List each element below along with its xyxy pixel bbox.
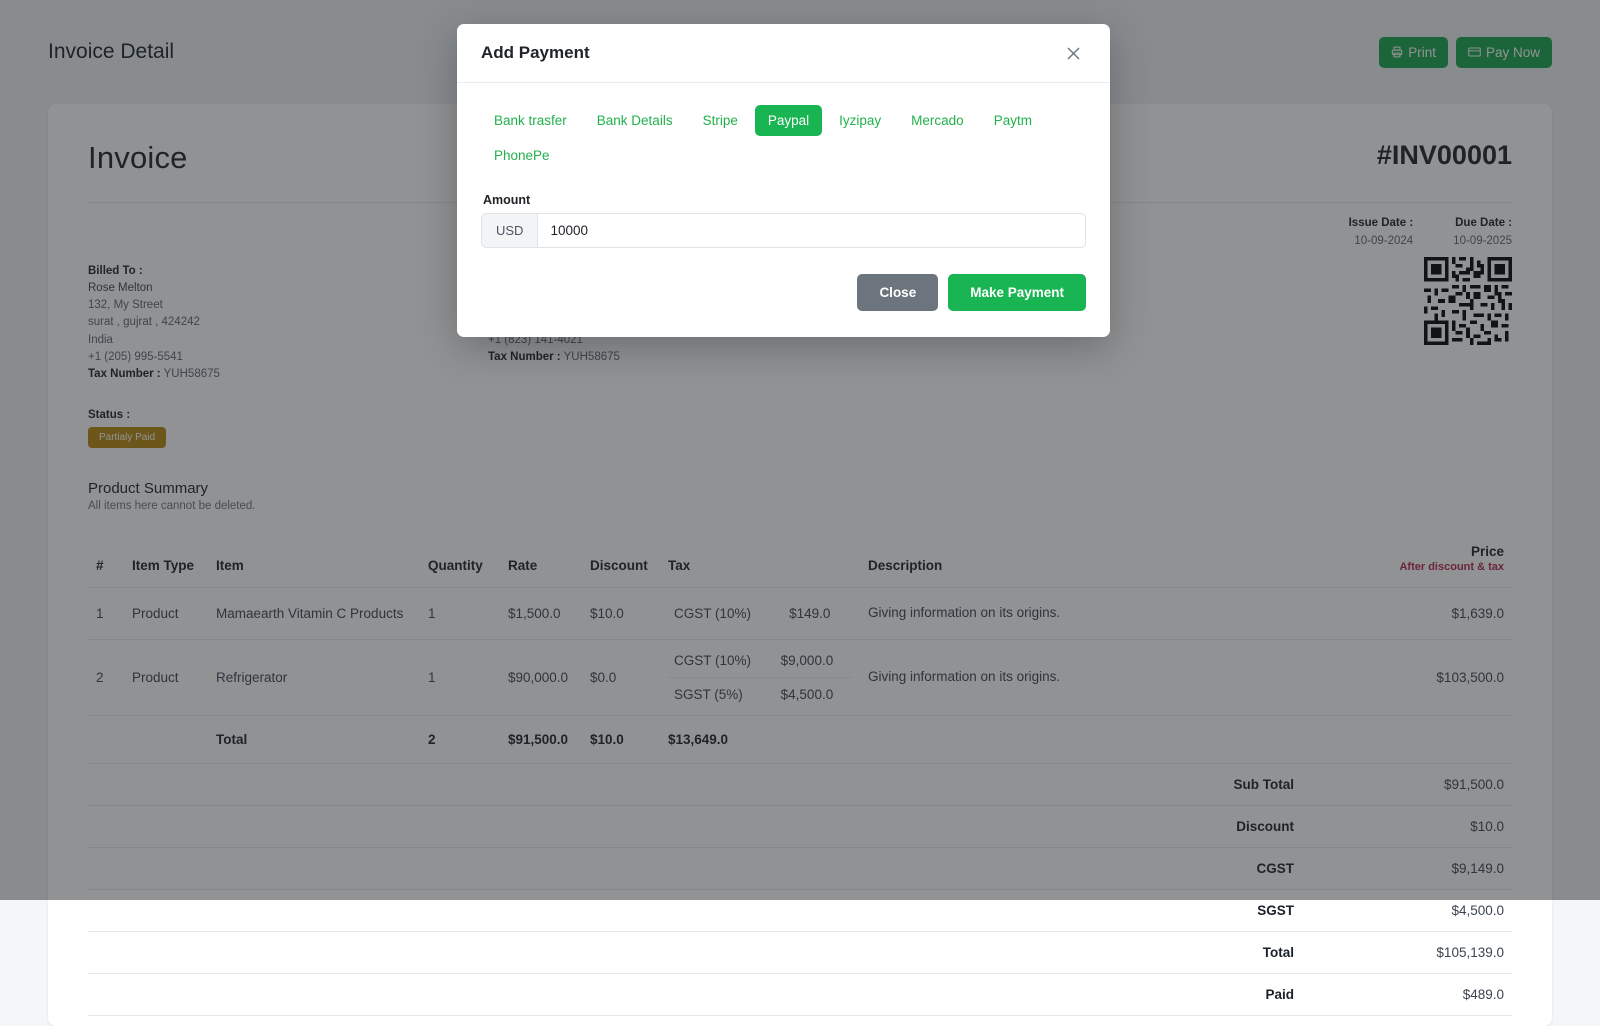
summary-value: $489.0 bbox=[1302, 973, 1512, 1015]
tab-phonepe[interactable]: PhonePe bbox=[481, 140, 563, 171]
summary-row: Paid$489.0 bbox=[88, 973, 1512, 1015]
tab-iyzipay[interactable]: Iyzipay bbox=[826, 105, 894, 136]
modal-title: Add Payment bbox=[481, 43, 590, 63]
currency-addon: USD bbox=[481, 213, 537, 248]
tab-mercado[interactable]: Mercado bbox=[898, 105, 977, 136]
amount-input[interactable] bbox=[537, 213, 1086, 248]
tab-paytm[interactable]: Paytm bbox=[981, 105, 1045, 136]
summary-label: Paid bbox=[88, 973, 1302, 1015]
tab-bank-details[interactable]: Bank Details bbox=[584, 105, 686, 136]
summary-row: Total$105,139.0 bbox=[88, 931, 1512, 973]
make-payment-button[interactable]: Make Payment bbox=[948, 274, 1086, 311]
tab-stripe[interactable]: Stripe bbox=[690, 105, 751, 136]
tab-paypal[interactable]: Paypal bbox=[755, 105, 822, 136]
close-icon[interactable] bbox=[1060, 40, 1086, 66]
summary-value: $105,139.0 bbox=[1302, 931, 1512, 973]
modal-actions: Close Make Payment bbox=[481, 274, 1086, 311]
summary-label: Total bbox=[88, 931, 1302, 973]
close-button[interactable]: Close bbox=[857, 274, 938, 311]
tab-bank-trasfer[interactable]: Bank trasfer bbox=[481, 105, 580, 136]
amount-input-group: USD bbox=[481, 213, 1086, 248]
amount-label: Amount bbox=[483, 193, 1086, 207]
modal-header: Add Payment bbox=[457, 24, 1110, 83]
